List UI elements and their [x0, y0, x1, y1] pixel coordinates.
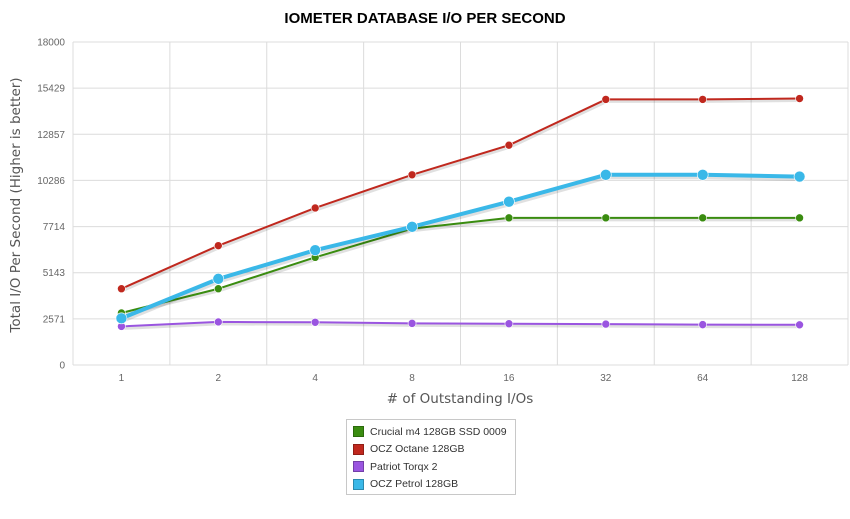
- data-point: [696, 168, 709, 181]
- y-tick-label: 5143: [43, 268, 66, 279]
- legend-swatch: [353, 478, 364, 490]
- legend-swatch: [353, 461, 364, 473]
- series-line: [120, 172, 800, 321]
- legend-swatch: [353, 426, 364, 438]
- series-lines: [115, 94, 806, 331]
- data-point: [698, 320, 707, 329]
- y-tick-label: 2571: [43, 314, 66, 325]
- data-point: [406, 221, 418, 233]
- series-shadow: [122, 322, 801, 330]
- data-point: [214, 241, 223, 250]
- legend-item: Patriot Torqx 2: [353, 458, 509, 476]
- legend: Crucial m4 128GB SSD 0009 OCZ Octane 128G…: [346, 419, 516, 495]
- x-tick-label: 4: [312, 373, 318, 384]
- data-point: [503, 195, 515, 208]
- legend-label: Patriot Torqx 2: [370, 460, 438, 473]
- data-point: [601, 95, 611, 104]
- x-tick-label: 16: [503, 373, 515, 384]
- y-axis-ticks: 0 2571 5143 7714 10286 12857 15429 18000: [37, 38, 65, 372]
- x-tick-label: 128: [791, 373, 808, 384]
- x-axis-title: # of Outstanding I/Os: [387, 391, 533, 407]
- x-axis-ticks: 1 2 4 8 16 32 64 128: [119, 373, 809, 384]
- series-line: [121, 320, 800, 328]
- series-0: [117, 213, 804, 318]
- y-tick-label: 0: [59, 361, 65, 372]
- series-1: [117, 94, 804, 294]
- y-tick-label: 12857: [37, 130, 65, 141]
- series-shadow: [121, 99, 801, 293]
- data-point: [214, 317, 223, 327]
- chart-title: IOMETER DATABASE I/O PER SECOND: [284, 10, 566, 27]
- data-point: [795, 320, 804, 330]
- data-point: [698, 95, 707, 104]
- data-point: [600, 168, 612, 181]
- y-tick-label: 15429: [37, 84, 65, 95]
- y-tick-label: 7714: [43, 222, 66, 233]
- legend-label: OCZ Petrol 128GB: [370, 478, 459, 491]
- data-point: [795, 213, 804, 223]
- data-point: [115, 312, 128, 325]
- grid: [72, 41, 849, 366]
- y-axis-title: Total I/O Per Second (Higher is better): [8, 77, 24, 333]
- data-point: [310, 203, 320, 213]
- series-2: [117, 317, 804, 331]
- data-point: [407, 319, 417, 328]
- x-tick-label: 1: [119, 373, 125, 384]
- legend-label: OCZ Octane 128GB: [370, 443, 465, 456]
- data-point: [504, 213, 514, 223]
- x-tick-label: 64: [697, 373, 709, 384]
- series-3: [115, 168, 806, 325]
- series-shadow: [121, 174, 801, 323]
- data-point: [504, 319, 514, 329]
- data-point: [310, 317, 320, 327]
- legend-item: Crucial m4 128GB SSD 0009: [353, 423, 509, 441]
- data-point: [309, 244, 321, 256]
- series-line: [121, 216, 800, 314]
- y-tick-label: 10286: [37, 176, 65, 187]
- x-tick-label: 32: [600, 373, 612, 384]
- data-point: [601, 319, 611, 329]
- data-point: [504, 140, 514, 150]
- legend-item: OCZ Petrol 128GB: [353, 476, 509, 494]
- series-shadow: [122, 218, 801, 317]
- x-tick-label: 8: [409, 373, 415, 384]
- data-point: [214, 284, 223, 294]
- legend-swatch: [353, 443, 364, 455]
- data-point: [407, 170, 417, 180]
- legend-item: OCZ Octane 128GB: [353, 441, 509, 459]
- y-tick-label: 18000: [37, 38, 65, 49]
- data-point: [601, 213, 611, 223]
- data-point: [698, 213, 707, 223]
- data-point: [117, 284, 126, 294]
- data-point: [795, 94, 804, 103]
- data-point: [212, 273, 225, 285]
- series-line: [121, 97, 800, 290]
- x-tick-label: 2: [216, 373, 222, 384]
- data-point: [793, 170, 806, 183]
- legend-label: Crucial m4 128GB SSD 0009: [370, 425, 507, 438]
